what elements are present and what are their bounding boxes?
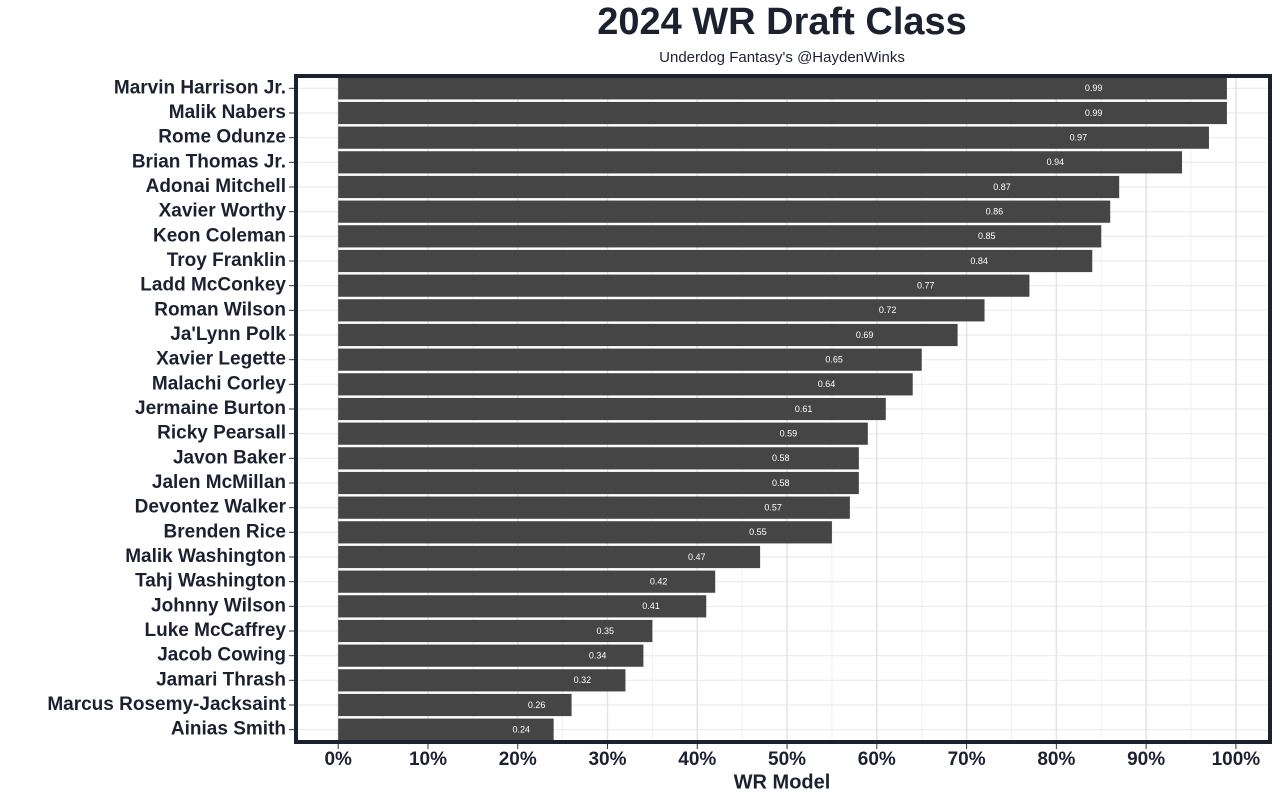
y-tick-label: Jalen McMillan — [152, 472, 286, 493]
chart-subtitle: Underdog Fantasy's @HaydenWinks — [659, 49, 905, 66]
y-tick-label: Johnny Wilson — [151, 595, 286, 616]
y-tick-label: Ja'Lynn Polk — [170, 324, 286, 345]
bar — [338, 348, 922, 371]
y-tick-label: Xavier Legette — [156, 349, 286, 370]
bar — [338, 225, 1102, 248]
y-tick-label: Jamari Thrash — [156, 669, 286, 690]
value-label: 0.26 — [528, 700, 546, 710]
value-label: 0.69 — [856, 330, 874, 340]
value-label: 0.87 — [993, 182, 1011, 192]
plot-area: 0.99 0.99 0.97 0.94 0.87 0.86 0.85 0.84 0.77 0.72… — [296, 76, 1270, 742]
bar — [338, 471, 859, 495]
bar — [338, 545, 761, 569]
y-tick-label: Ricky Pearsall — [157, 423, 286, 444]
y-tick-label: Ainias Smith — [171, 719, 286, 740]
bar — [338, 644, 644, 667]
y-tick-label: Malik Nabers — [169, 102, 286, 123]
value-label: 0.42 — [650, 577, 668, 587]
x-tick-label: 0% — [324, 749, 352, 770]
bar — [338, 274, 1030, 297]
bar — [338, 570, 716, 593]
value-label: 0.32 — [574, 675, 592, 685]
bar — [338, 521, 832, 544]
bar — [338, 101, 1227, 125]
value-label: 0.99 — [1085, 83, 1103, 93]
value-label: 0.58 — [772, 453, 790, 463]
y-tick-label: Ladd McConkey — [140, 275, 286, 296]
value-label: 0.55 — [749, 527, 767, 537]
value-label: 0.61 — [795, 404, 813, 414]
y-tick-label: Jacob Cowing — [157, 645, 286, 666]
bar — [338, 249, 1093, 273]
x-tick-label: 70% — [948, 749, 986, 770]
value-label: 0.84 — [970, 256, 988, 266]
y-tick-label: Tahj Washington — [135, 571, 286, 592]
bar — [338, 126, 1209, 149]
value-label: 0.41 — [642, 601, 660, 611]
x-tick-label: 30% — [588, 749, 626, 770]
value-label: 0.85 — [978, 231, 996, 241]
y-tick-label: Devontez Walker — [135, 497, 287, 518]
y-tick-label: Keon Coleman — [153, 225, 286, 246]
value-label: 0.59 — [780, 429, 798, 439]
bar — [338, 299, 985, 322]
y-tick-label: Malik Washington — [125, 546, 286, 567]
x-axis-title: WR Model — [734, 771, 831, 793]
bar — [338, 619, 653, 643]
bar — [338, 373, 913, 396]
value-label: 0.77 — [917, 281, 935, 291]
value-label: 0.86 — [986, 207, 1004, 217]
bar — [338, 77, 1227, 100]
y-tick-label: Brian Thomas Jr. — [132, 151, 286, 172]
bar — [338, 595, 707, 618]
value-label: 0.64 — [818, 379, 836, 389]
bar — [338, 200, 1111, 223]
y-tick-label: Rome Odunze — [158, 127, 286, 148]
y-tick-label: Marcus Rosemy-Jacksaint — [47, 694, 286, 715]
bar — [338, 669, 626, 692]
y-tick-label: Malachi Corley — [152, 373, 287, 394]
y-tick-label: Xavier Worthy — [159, 201, 287, 222]
value-label: 0.94 — [1047, 157, 1065, 167]
value-label: 0.47 — [688, 552, 706, 562]
value-label: 0.65 — [825, 355, 843, 365]
y-tick-label: Marvin Harrison Jr. — [114, 77, 286, 98]
bar — [338, 397, 886, 421]
value-label: 0.35 — [596, 626, 614, 636]
value-label: 0.58 — [772, 478, 790, 488]
value-label: 0.99 — [1085, 108, 1103, 118]
bar — [338, 151, 1183, 174]
y-tick-label: Roman Wilson — [154, 299, 286, 320]
plot-border — [294, 74, 1272, 744]
value-label: 0.57 — [764, 503, 782, 513]
x-tick-label: 100% — [1212, 749, 1261, 770]
y-tick-label: Brenden Rice — [164, 521, 286, 542]
x-tick-label: 20% — [499, 749, 537, 770]
y-tick-label: Luke McCaffrey — [145, 620, 287, 641]
bar — [338, 175, 1120, 199]
x-tick-label: 80% — [1037, 749, 1075, 770]
y-tick-label: Troy Franklin — [167, 250, 286, 271]
x-tick-label: 60% — [858, 749, 896, 770]
bar — [338, 447, 859, 470]
value-label: 0.72 — [879, 305, 897, 315]
bar — [338, 693, 572, 717]
value-label: 0.34 — [589, 651, 607, 661]
x-tick-label: 90% — [1127, 749, 1165, 770]
x-tick-label: 50% — [768, 749, 806, 770]
y-tick-label: Jermaine Burton — [135, 398, 286, 419]
bar — [338, 718, 554, 741]
bar — [338, 422, 868, 445]
bar — [338, 496, 850, 519]
y-tick-label: Adonai Mitchell — [146, 176, 286, 197]
y-tick-label: Javon Baker — [173, 447, 287, 468]
bar — [338, 323, 958, 347]
value-label: 0.24 — [513, 725, 531, 735]
x-tick-label: 40% — [678, 749, 716, 770]
chart-title: 2024 WR Draft Class — [597, 1, 967, 43]
value-label: 0.97 — [1070, 133, 1088, 143]
x-tick-label: 10% — [409, 749, 447, 770]
